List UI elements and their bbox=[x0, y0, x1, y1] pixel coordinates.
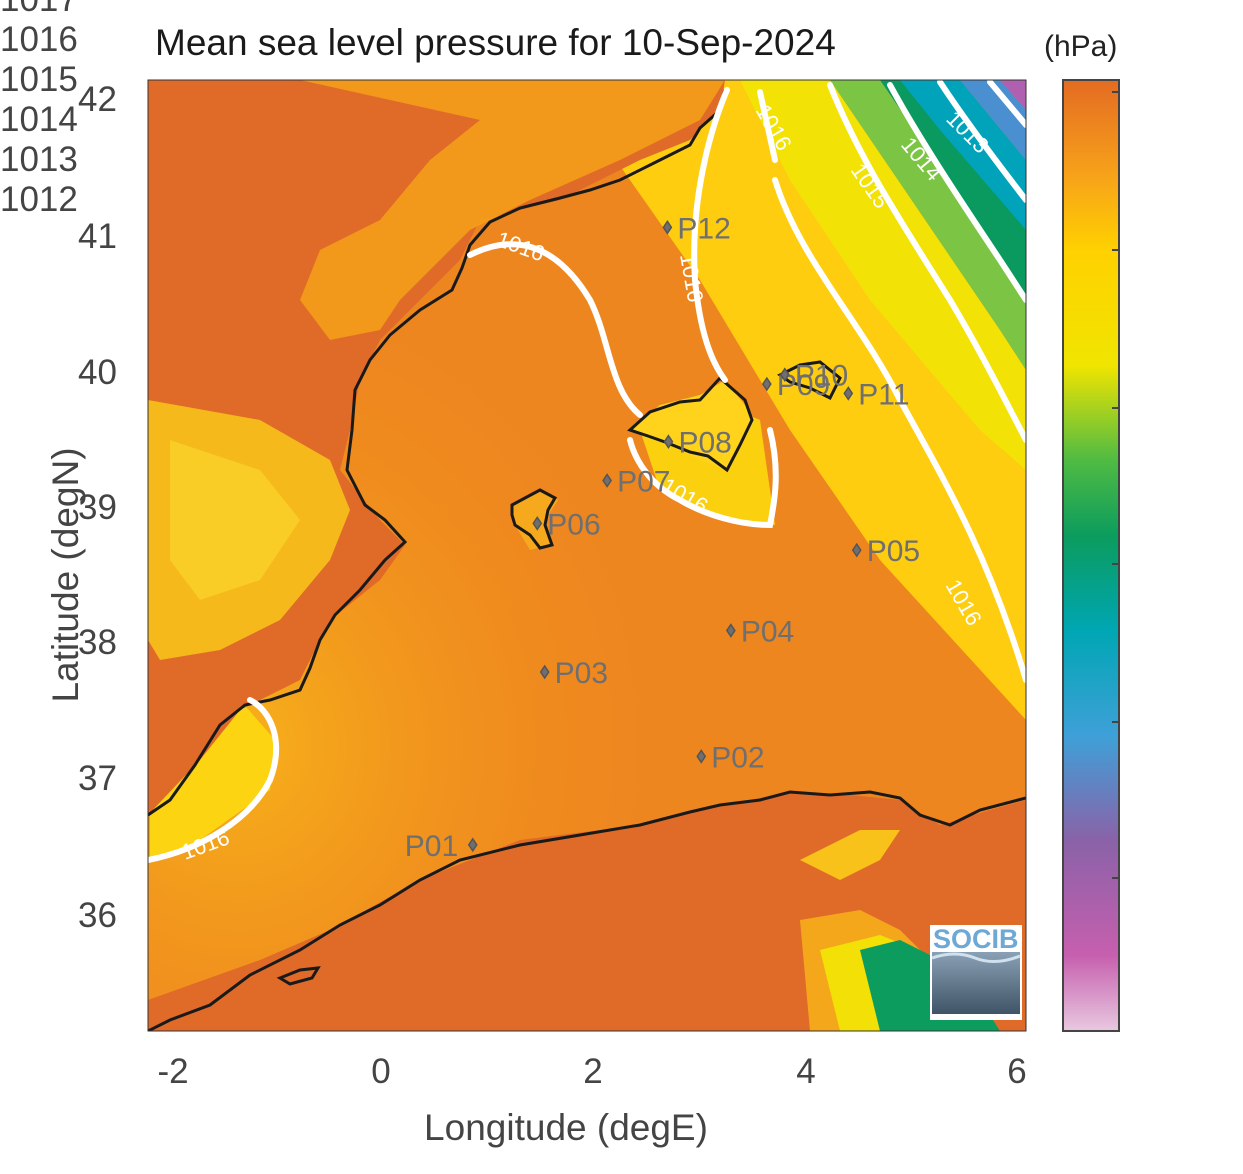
y-tick-label: 38 bbox=[78, 623, 117, 662]
station-label: P01 bbox=[405, 830, 458, 863]
station-marker bbox=[539, 664, 550, 680]
colorbar-tick-label: 1014 bbox=[0, 100, 78, 139]
station-label: P04 bbox=[741, 616, 794, 649]
colorbar bbox=[1062, 79, 1120, 1032]
station-marker bbox=[843, 386, 854, 401]
colorbar-unit: (hPa) bbox=[1044, 30, 1118, 63]
chart-title: Mean sea level pressure for 10-Sep-2024 bbox=[155, 22, 836, 63]
x-tick-label: 0 bbox=[371, 1052, 391, 1091]
station-marker bbox=[696, 749, 707, 764]
x-axis-label: Longitude (degE) bbox=[424, 1107, 708, 1148]
station-marker bbox=[602, 473, 613, 488]
map-frame bbox=[147, 79, 1027, 1032]
colorbar-tick-label: 1013 bbox=[0, 140, 78, 179]
colorbar-tick-label: 1015 bbox=[0, 60, 78, 99]
station-label: P10 bbox=[795, 360, 848, 393]
y-tick-label: 40 bbox=[78, 353, 117, 392]
station-label: P03 bbox=[555, 657, 608, 690]
isobar-lines bbox=[148, 80, 1026, 863]
station-marker bbox=[851, 542, 862, 558]
station-label: P07 bbox=[617, 465, 670, 498]
station-label: P02 bbox=[711, 741, 764, 774]
station-marker bbox=[761, 376, 772, 392]
station-label: P06 bbox=[547, 508, 600, 541]
colorbar-tick-label: 1017 bbox=[0, 0, 1243, 20]
station-marker bbox=[779, 367, 790, 383]
x-tick-label: 6 bbox=[1007, 1052, 1027, 1091]
pressure-field bbox=[148, 80, 1026, 1031]
x-tick-label: -2 bbox=[157, 1052, 189, 1091]
station-marker bbox=[663, 434, 674, 450]
station-label: P11 bbox=[858, 378, 909, 411]
y-tick-label: 41 bbox=[78, 217, 117, 256]
station-label: P12 bbox=[677, 212, 730, 245]
y-tick-label: 36 bbox=[78, 896, 117, 935]
station-marker bbox=[725, 623, 736, 638]
colorbar-tick-label: 1012 bbox=[0, 180, 78, 219]
station-marker bbox=[532, 516, 543, 531]
y-tick-label: 37 bbox=[78, 759, 117, 798]
station-label: P08 bbox=[678, 427, 731, 460]
y-tick-label: 39 bbox=[78, 488, 117, 527]
station-marker bbox=[467, 837, 478, 853]
y-tick-label: 42 bbox=[78, 80, 117, 119]
x-tick-label: 4 bbox=[796, 1052, 816, 1091]
colorbar-tick-label: 1016 bbox=[0, 20, 78, 59]
station-marker bbox=[662, 219, 673, 235]
station-label: P05 bbox=[867, 535, 920, 568]
socib-logo: SOCIB bbox=[930, 924, 1022, 1020]
logo-text: SOCIB bbox=[933, 924, 1019, 954]
x-tick-label: 2 bbox=[583, 1052, 603, 1091]
